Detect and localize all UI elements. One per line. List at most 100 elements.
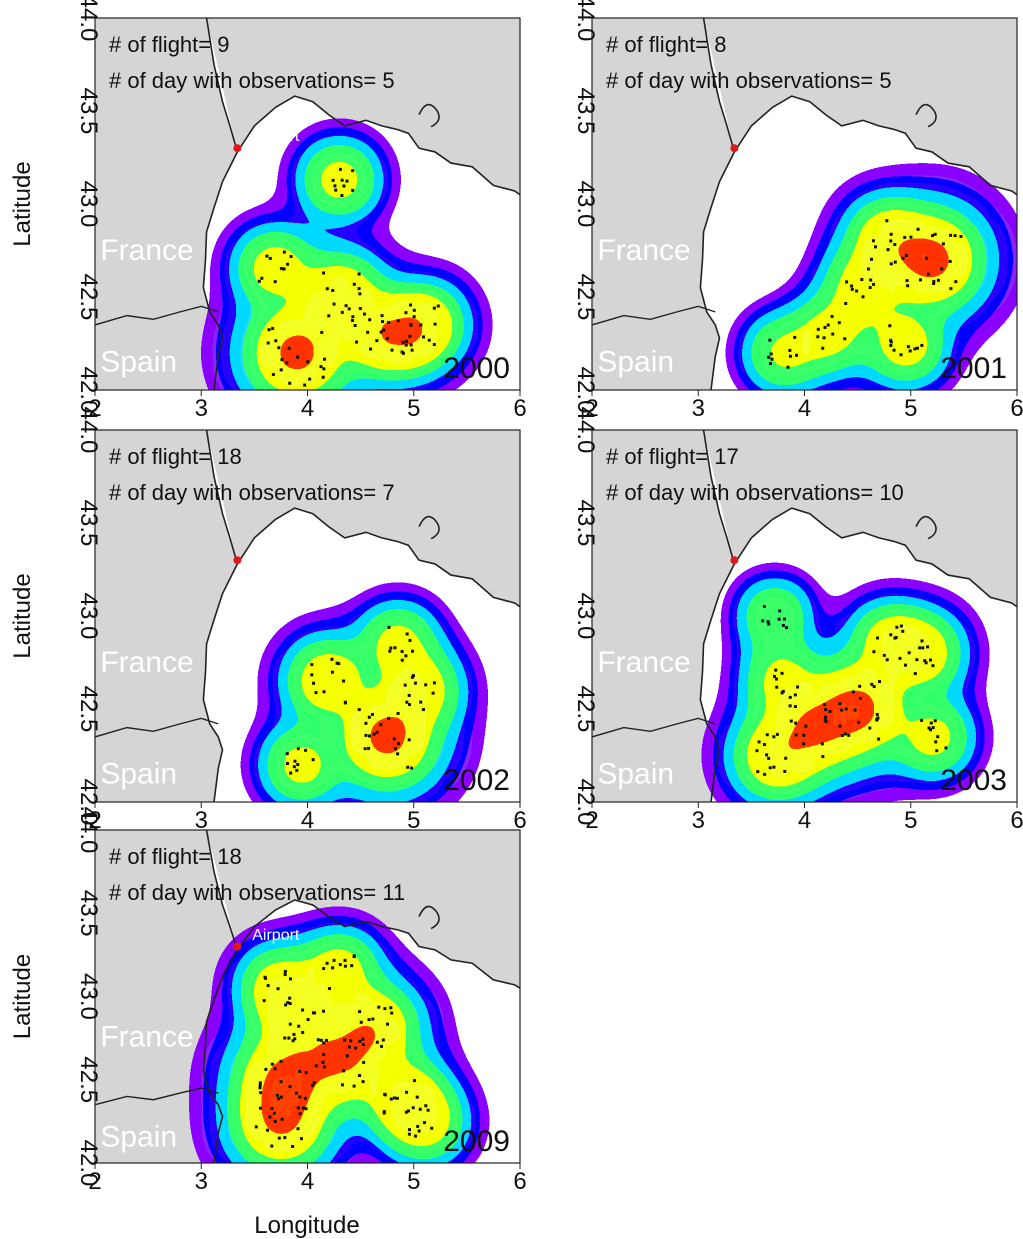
observation-point xyxy=(299,1137,303,1141)
observation-point xyxy=(354,1046,358,1050)
y-tick-label: 44.0 xyxy=(572,0,599,41)
observation-point xyxy=(843,732,847,736)
airport-marker xyxy=(233,144,242,153)
observation-point xyxy=(424,1104,428,1108)
observation-point xyxy=(338,167,342,171)
observation-point xyxy=(358,292,362,296)
observation-point xyxy=(311,758,315,762)
x-tick-label: 6 xyxy=(1010,807,1023,834)
observation-point xyxy=(367,746,371,750)
x-tick-label: 3 xyxy=(692,395,705,422)
observation-point xyxy=(756,770,760,774)
observation-point xyxy=(874,245,878,249)
observation-point xyxy=(893,260,897,264)
map-panel-2002: Airport France Spain # of flight= 18 # of da… xyxy=(75,407,527,834)
observation-point xyxy=(850,284,854,288)
observation-days-text: # of day with observations= 11 xyxy=(109,880,405,905)
y-tick-label: 42.5 xyxy=(75,274,102,321)
observation-point xyxy=(931,664,935,668)
observation-point xyxy=(407,1109,411,1113)
observation-point xyxy=(765,733,769,737)
observation-point xyxy=(408,703,412,707)
observation-point xyxy=(258,1081,262,1085)
observation-point xyxy=(380,314,384,318)
observation-point xyxy=(294,1091,298,1095)
year-label: 2001 xyxy=(940,352,1007,385)
density-heatmap xyxy=(225,140,470,390)
observation-point xyxy=(858,696,862,700)
observation-point xyxy=(853,708,857,712)
observation-point xyxy=(895,625,899,629)
observation-point xyxy=(392,1096,396,1100)
observation-point xyxy=(931,234,935,238)
observation-point xyxy=(794,721,798,725)
observation-point xyxy=(270,1062,274,1066)
observation-point xyxy=(427,338,431,342)
observation-point xyxy=(920,718,924,722)
y-tick-label: 42.0 xyxy=(572,367,599,414)
observation-point xyxy=(358,1074,362,1078)
observation-point xyxy=(788,704,792,708)
observation-point xyxy=(371,1017,375,1021)
x-tick-label: 4 xyxy=(798,395,811,422)
observation-point xyxy=(411,674,415,678)
observation-point xyxy=(794,733,798,737)
observation-point xyxy=(936,735,940,739)
observation-point xyxy=(781,623,785,627)
y-tick-label: 44.0 xyxy=(75,807,102,854)
observation-point xyxy=(389,1006,393,1010)
observation-point xyxy=(419,323,423,327)
y-tick-label: 42.5 xyxy=(75,1056,102,1103)
y-tick-label: 44.0 xyxy=(75,0,102,41)
observation-point xyxy=(387,320,391,324)
observation-point xyxy=(368,318,372,322)
observation-point xyxy=(288,977,292,981)
observation-point xyxy=(333,184,337,188)
observation-point xyxy=(396,752,400,756)
flight-count-text: # of flight= 9 xyxy=(109,32,229,57)
observation-point xyxy=(358,1039,362,1043)
observation-point xyxy=(821,346,825,350)
observation-point xyxy=(831,332,835,336)
observation-point xyxy=(915,346,919,350)
observation-point xyxy=(273,280,277,284)
observation-point xyxy=(949,233,953,237)
observation-point xyxy=(301,1008,305,1012)
observation-point xyxy=(921,646,925,650)
observation-point xyxy=(298,1069,302,1073)
observation-point xyxy=(820,742,824,746)
observation-point xyxy=(816,327,820,331)
observation-point xyxy=(388,649,392,653)
observation-point xyxy=(410,675,414,679)
airport-marker xyxy=(233,556,242,565)
observation-point xyxy=(954,280,958,284)
observation-point xyxy=(283,973,287,977)
observation-point xyxy=(288,1002,292,1006)
observation-point xyxy=(303,1096,307,1100)
observation-point xyxy=(915,658,919,662)
observation-point xyxy=(349,1039,353,1043)
observation-point xyxy=(948,259,952,263)
observation-point xyxy=(824,715,828,719)
france-label: France xyxy=(100,646,193,679)
observation-point xyxy=(868,286,872,290)
map-panel-2003: Airport France Spain # of flight= 17 # of da… xyxy=(572,407,1023,834)
airport-marker xyxy=(233,942,242,951)
observation-point xyxy=(907,651,911,655)
spain-label: Spain xyxy=(100,1120,177,1153)
map-panel-2009: Airport France Spain # of flight= 18 # of da… xyxy=(75,807,527,1195)
observation-point xyxy=(382,328,386,332)
observation-point xyxy=(264,1067,268,1071)
spain-label: Spain xyxy=(100,757,177,790)
observation-point xyxy=(905,279,909,283)
observation-point xyxy=(351,169,355,173)
observation-point xyxy=(772,674,776,678)
observation-point xyxy=(359,1020,363,1024)
observation-point xyxy=(364,721,368,725)
observation-point xyxy=(920,343,924,347)
observation-point xyxy=(279,1095,283,1099)
y-tick-label: 43.0 xyxy=(572,593,599,640)
airport-label: Airport xyxy=(749,128,797,145)
observation-point xyxy=(296,1127,300,1131)
observation-point xyxy=(404,311,408,315)
